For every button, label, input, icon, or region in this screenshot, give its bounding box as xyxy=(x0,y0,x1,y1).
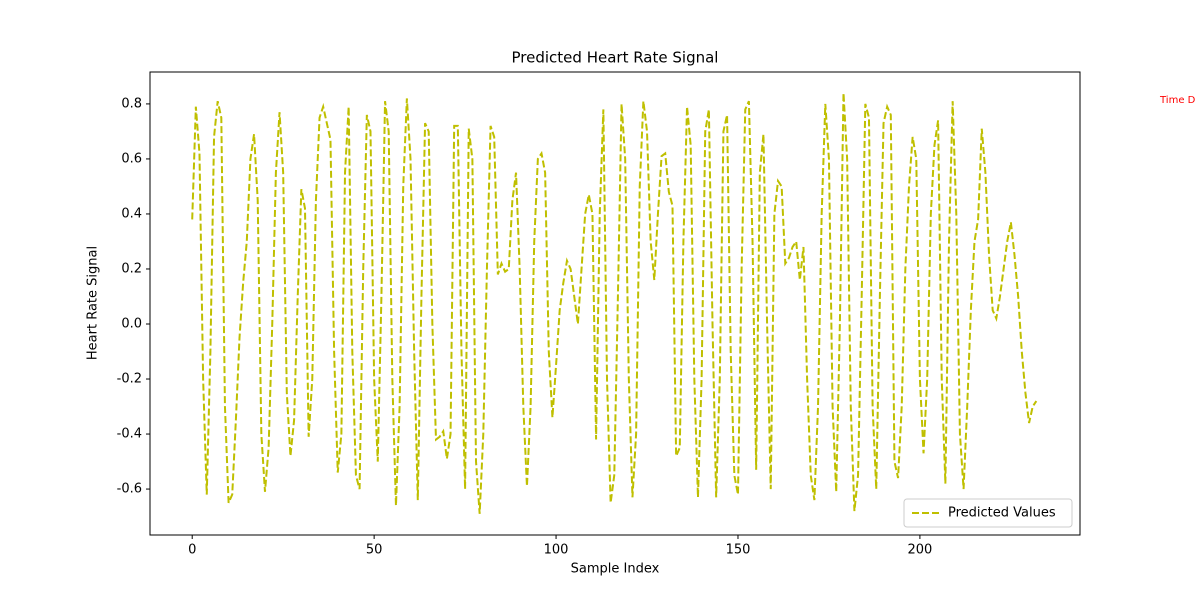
x-tick-label: 0 xyxy=(188,543,196,558)
y-tick-label: -0.4 xyxy=(117,427,142,442)
annotation: Time D xyxy=(1159,95,1196,106)
y-tick-label: 0.2 xyxy=(121,261,142,276)
y-tick-label: 0.0 xyxy=(121,316,142,331)
x-tick-label: 200 xyxy=(907,543,932,558)
legend-box xyxy=(903,498,1073,528)
x-axis-label: Sample Index xyxy=(571,562,660,577)
y-tick-label: -0.6 xyxy=(117,482,142,497)
plot-frame xyxy=(149,71,1081,536)
y-tick-label: 0.4 xyxy=(121,206,142,221)
y-tick-label: 0.8 xyxy=(121,96,142,111)
chart-title: Predicted Heart Rate Signal xyxy=(512,49,719,67)
legend-label: Predicted Values xyxy=(948,506,1056,521)
x-tick-label: 50 xyxy=(366,543,383,558)
y-axis-label: Heart Rate Signal xyxy=(86,246,101,360)
y-tick-label: 0.6 xyxy=(121,151,142,166)
x-tick-label: 150 xyxy=(726,543,751,558)
x-tick-label: 100 xyxy=(544,543,569,558)
y-tick-label: -0.2 xyxy=(117,372,142,387)
line xyxy=(191,92,1038,514)
